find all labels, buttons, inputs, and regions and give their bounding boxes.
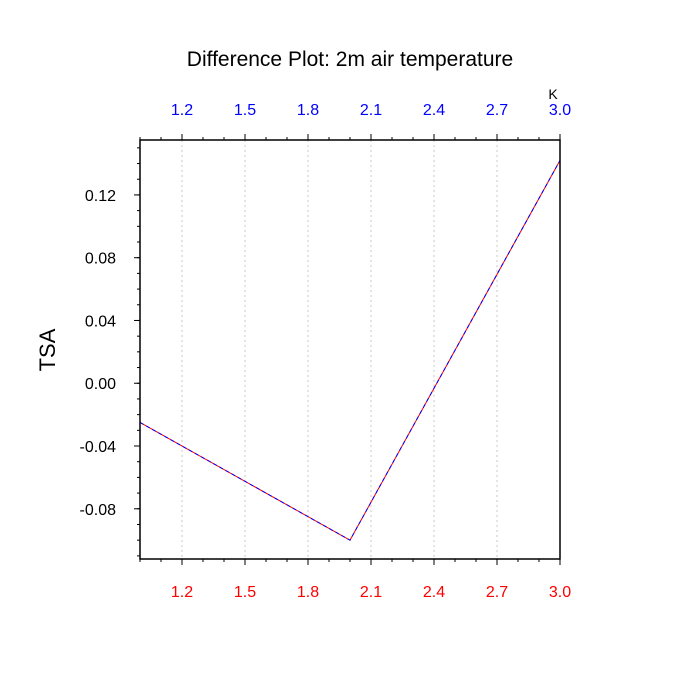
x-tick-label-top: 1.8 bbox=[297, 102, 319, 119]
x-tick-label-top: 3.0 bbox=[549, 102, 571, 119]
y-tick-label: -0.04 bbox=[80, 439, 117, 456]
x-tick-label-top: 1.5 bbox=[234, 102, 256, 119]
grid-lines bbox=[181, 140, 498, 559]
series-lines bbox=[139, 160, 561, 541]
x-tick-label-bottom: 3.0 bbox=[549, 584, 571, 601]
y-tick-label: 0.00 bbox=[85, 376, 116, 393]
x-tick-label-top: 2.4 bbox=[423, 102, 445, 119]
y-tick-label: 0.04 bbox=[85, 313, 116, 330]
x-tick-label-bottom: 2.7 bbox=[486, 584, 508, 601]
x-tick-label-top: 2.1 bbox=[360, 102, 382, 119]
plot-frame bbox=[139, 139, 561, 560]
x-tick-label-top: 1.2 bbox=[171, 102, 193, 119]
units-label: K bbox=[548, 86, 558, 102]
y-tick-label: -0.08 bbox=[80, 502, 117, 519]
x-tick-label-bottom: 2.1 bbox=[360, 584, 382, 601]
axis-ticks bbox=[134, 134, 561, 565]
x-tick-label-bottom: 1.5 bbox=[234, 584, 256, 601]
y-tick-label: 0.08 bbox=[85, 251, 116, 268]
x-tick-label-top: 2.7 bbox=[486, 102, 508, 119]
x-tick-label-bottom: 1.8 bbox=[297, 584, 319, 601]
x-tick-label-bottom: 1.2 bbox=[171, 584, 193, 601]
tick-labels: 1.2 1.2 1.5 1.5 1.8 1.8 2.1 2.1 2.4 2.4 2.7 2.7 3.0 3… bbox=[80, 102, 572, 601]
series-line-2 bbox=[139, 160, 561, 541]
y-axis-label: TSA bbox=[35, 328, 60, 371]
y-tick-label: 0.12 bbox=[85, 188, 116, 205]
x-tick-label-bottom: 2.4 bbox=[423, 584, 445, 601]
chart-title: Difference Plot: 2m air temperature bbox=[187, 48, 513, 71]
